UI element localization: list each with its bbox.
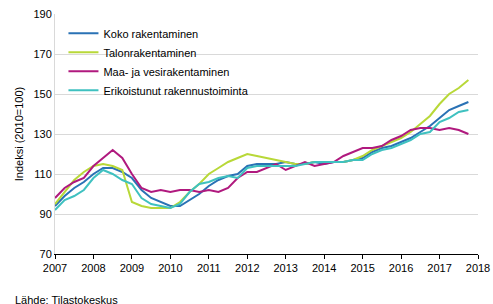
svg-text:170: 170 — [33, 48, 51, 60]
svg-text:190: 190 — [33, 8, 51, 20]
svg-text:110: 110 — [34, 168, 52, 180]
svg-text:2015: 2015 — [350, 262, 374, 274]
svg-text:Talonrakentaminen: Talonrakentaminen — [103, 47, 196, 59]
svg-text:130: 130 — [33, 128, 51, 140]
svg-text:2013: 2013 — [273, 262, 297, 274]
svg-text:Erikoistunut rakennustoiminta: Erikoistunut rakennustoiminta — [103, 85, 248, 97]
svg-text:150: 150 — [33, 88, 51, 100]
svg-text:2017: 2017 — [427, 262, 451, 274]
svg-text:2011: 2011 — [197, 262, 221, 274]
svg-text:2014: 2014 — [312, 262, 336, 274]
svg-text:Indeksi (2010=100): Indeksi (2010=100) — [13, 87, 25, 181]
svg-text:2008: 2008 — [81, 262, 105, 274]
svg-text:Maa- ja vesirakentaminen: Maa- ja vesirakentaminen — [103, 66, 229, 78]
svg-text:2007: 2007 — [43, 262, 67, 274]
svg-text:90: 90 — [40, 208, 52, 220]
svg-text:2009: 2009 — [120, 262, 144, 274]
svg-text:2012: 2012 — [235, 262, 259, 274]
svg-text:2010: 2010 — [158, 262, 182, 274]
svg-text:2018: 2018 — [466, 262, 490, 274]
svg-text:Koko rakentaminen: Koko rakentaminen — [103, 28, 198, 40]
svg-text:2016: 2016 — [389, 262, 413, 274]
svg-text:70: 70 — [40, 248, 52, 260]
svg-text:Lähde: Tilastokeskus: Lähde: Tilastokeskus — [15, 294, 118, 304]
